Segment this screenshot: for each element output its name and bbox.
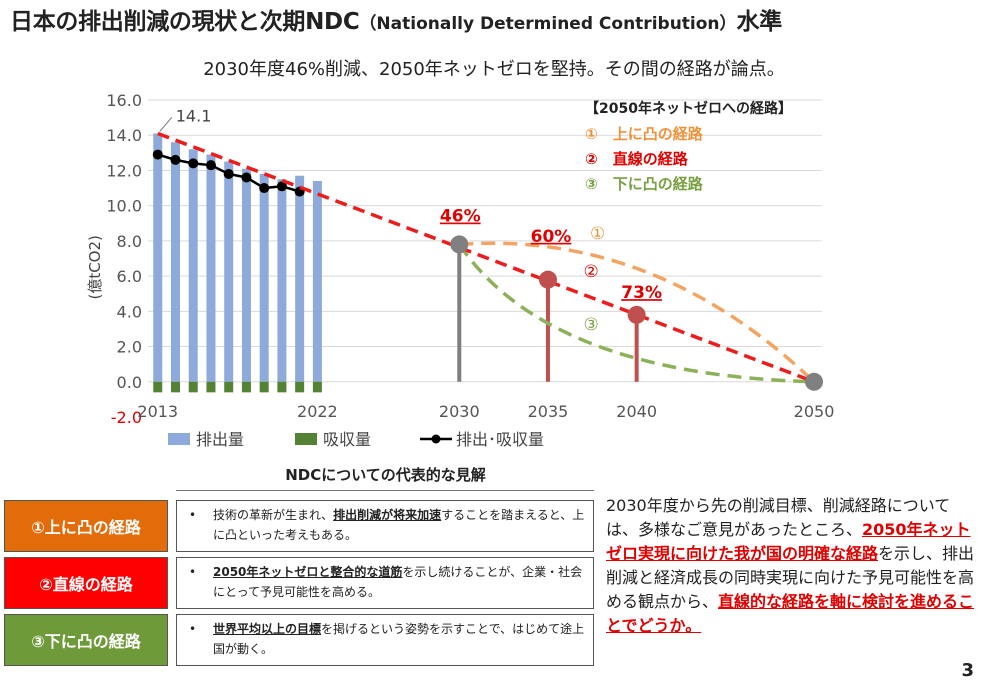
x-tick-label: 2050 [794, 402, 835, 421]
milestone-point [627, 305, 646, 324]
y-tick-label: 14.0 [106, 126, 142, 145]
absorption-bar [224, 381, 234, 393]
net-emission-point [259, 183, 270, 194]
net-emission-point [170, 154, 181, 165]
emission-bar [153, 133, 163, 382]
x-tick-label: 2022 [297, 402, 338, 421]
pathway-legend-item: ① 上に凸の経路 [585, 125, 704, 143]
net-emission-point [276, 181, 287, 192]
y-tick-label: 2.0 [117, 338, 142, 357]
milestone-label: 73% [621, 283, 662, 303]
legend-swatch-net-dot [431, 434, 441, 444]
summary-note: 2030年度から先の削減目標、削減経路については、多様なご意見があったところ、2… [606, 496, 975, 635]
y-tick-label: 0.0 [117, 373, 142, 392]
ndc-heading-rule [176, 490, 594, 491]
absorption-bar [153, 381, 163, 393]
emission-bar [241, 168, 251, 382]
view-label-linear: ②直線の経路 [4, 557, 168, 609]
view-label-lower: ③下に凸の経路 [4, 614, 168, 666]
absorption-bar [259, 381, 269, 393]
y-tick-label: -2.0 [111, 408, 142, 427]
legend-swatch-emission [168, 433, 190, 445]
upper-convex-path [459, 241, 816, 384]
y-tick-label: 12.0 [106, 161, 142, 180]
net-emission-point [241, 172, 252, 183]
milestone-label: 60% [531, 227, 572, 247]
view-label-upper: ①上に凸の経路 [4, 500, 168, 552]
absorption-bar [277, 381, 287, 393]
absorption-bar [206, 381, 216, 393]
ndc-heading: NDCについての代表的な見解 [285, 466, 486, 484]
y-tick-label: 6.0 [117, 267, 142, 286]
x-tick-label: 2030 [439, 402, 480, 421]
page-title-paren: （Nationally Determined Contribution） [359, 14, 737, 34]
y-tick-label: 10.0 [106, 197, 142, 216]
emission-bar [170, 142, 180, 382]
y-axis-label: (億tCO2) [86, 235, 104, 299]
emission-bar [295, 175, 305, 382]
pathway-legend-item: ③ 下に凸の経路 [585, 175, 704, 193]
emission-bar [312, 181, 322, 382]
absorption-bar [241, 381, 251, 393]
legend-label-net: 排出･吸収量 [456, 430, 544, 449]
linear-path [157, 131, 815, 384]
x-tick-label: 2013 [137, 402, 178, 421]
view-text-linear: • 2050年ネットゼロと整合的な道筋を示し続けることが、企業・社会にとって予見… [176, 557, 594, 609]
x-tick-label: 2040 [616, 402, 657, 421]
bullet: • [189, 565, 197, 579]
view-text-upper: • 技術の革新が生まれ、排出削減が将来加速することを踏まえると、上に凸といった考… [176, 500, 594, 552]
y-tick-label: 4.0 [117, 302, 142, 321]
net-emission-point [223, 168, 234, 179]
emission-bar [277, 179, 287, 382]
absorption-bar [188, 381, 198, 393]
bullet: • [189, 508, 197, 522]
bullet: • [189, 622, 197, 636]
legend-label-absorption: 吸収量 [323, 430, 371, 449]
value-label-leader [159, 117, 173, 132]
value-label: 14.1 [176, 106, 212, 125]
y-tick-label: 8.0 [117, 232, 142, 251]
page-title-tail: 水準 [736, 9, 783, 35]
emission-bar [188, 149, 198, 382]
milestone-point [538, 270, 557, 289]
y-tick-label: 16.0 [106, 91, 142, 110]
page-subtitle: 2030年度46%削減、2050年ネットゼロを堅持。その間の経路が論点。 [203, 59, 785, 80]
milestone-label: 46% [440, 207, 481, 227]
net-emission-point [152, 149, 163, 160]
curve-marker-lower: ③ [583, 315, 598, 335]
absorption-bar [312, 381, 322, 393]
milestone-point [450, 235, 469, 254]
emissions-chart: 16.0 14.0 12.0 10.0 8.0 6.0 4.0 2.0 0.0 -2.0 (億tCO… [86, 91, 835, 449]
net-emission-point [188, 158, 199, 169]
pathway-legend-title: 【2050年ネットゼロへの経路】 [585, 100, 792, 117]
x-tick-label: 2035 [528, 402, 569, 421]
emission-bar [206, 154, 216, 382]
absorption-bar [170, 381, 180, 393]
net-emission-point [205, 160, 216, 171]
end-point [805, 372, 824, 391]
pathway-legend-item: ② 直線の経路 [585, 150, 689, 168]
page-number: 3 [961, 660, 974, 681]
page-title: 日本の排出削減の現状と次期NDC（Nationally Determined C… [10, 9, 783, 35]
emission-bar [224, 161, 234, 382]
emission-bar [259, 173, 269, 382]
absorption-bar [295, 381, 305, 393]
curve-marker-linear: ② [583, 262, 598, 282]
legend-label-emission: 排出量 [196, 430, 244, 449]
legend-swatch-absorption [295, 433, 317, 445]
view-text-lower: • 世界平均以上の目標を掲げるという姿勢を示すことで、はじめて途上国が動く。 [176, 614, 594, 666]
curve-marker-upper: ① [590, 224, 605, 244]
